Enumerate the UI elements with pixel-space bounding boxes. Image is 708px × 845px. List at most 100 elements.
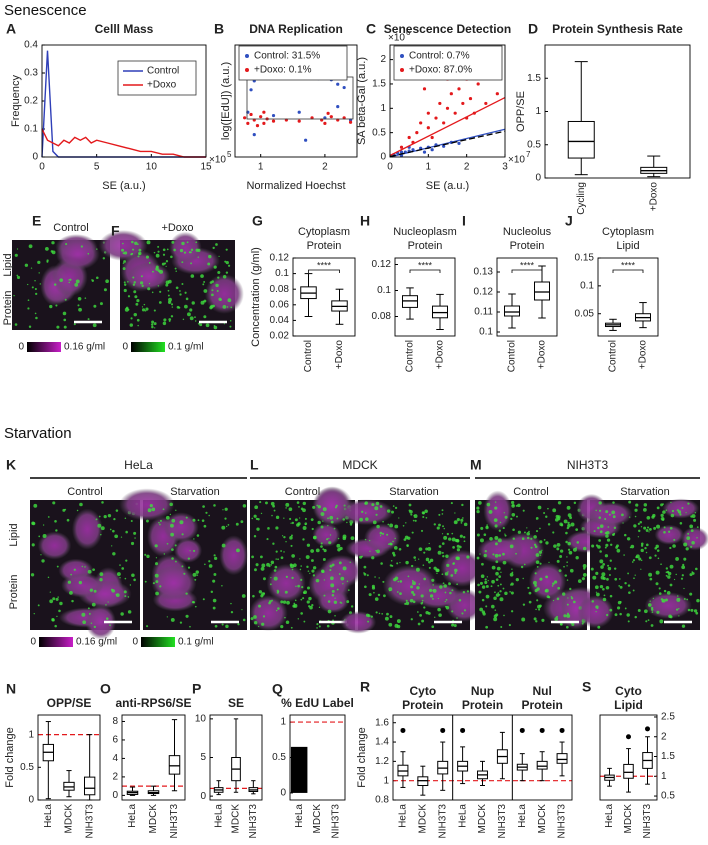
- lipid-droplet: [462, 590, 466, 594]
- lipid-droplet: [686, 598, 689, 601]
- lipid-droplet: [137, 324, 139, 327]
- lipid-droplet: [670, 501, 672, 504]
- lipid-droplet: [446, 563, 450, 568]
- lipid-droplet: [428, 588, 433, 593]
- lipid-droplet: [597, 625, 601, 629]
- lipid-droplet: [175, 270, 177, 272]
- lipid-droplet: [486, 502, 491, 507]
- lipid-droplet: [463, 609, 467, 612]
- lipid-droplet: [663, 530, 666, 534]
- cell: [219, 535, 249, 576]
- lipid-droplet: [425, 516, 428, 519]
- lipid-droplet: [437, 607, 441, 612]
- lipid-droplet: [612, 515, 616, 519]
- lipid-droplet: [618, 578, 621, 580]
- lipid-droplet: [438, 523, 441, 527]
- lipid-droplet: [450, 574, 454, 577]
- cell: [151, 565, 197, 601]
- lipid-droplet: [337, 547, 341, 552]
- lipid-droplet: [307, 570, 310, 572]
- lipid-droplet: [253, 514, 257, 518]
- lipid-droplet: [13, 294, 15, 297]
- scatter-point: [304, 138, 308, 142]
- lipid-droplet: [599, 584, 604, 589]
- lipid-droplet: [93, 625, 97, 629]
- legend-marker: [400, 54, 404, 58]
- lipid-droplet: [494, 609, 497, 611]
- lipid-droplet: [611, 510, 616, 515]
- lipid-droplet: [62, 311, 67, 316]
- lipid-droplet: [189, 316, 194, 321]
- lipid-droplet: [644, 546, 647, 550]
- lipid-droplet: [606, 577, 609, 581]
- y-tick-label: 1: [661, 771, 667, 782]
- lipid-droplet: [404, 535, 409, 540]
- x-multiplier: 7: [526, 150, 531, 159]
- lipid-droplet: [622, 522, 624, 524]
- lipid-droplet: [499, 590, 502, 593]
- lipid-droplet: [334, 614, 336, 617]
- lipid-droplet: [436, 572, 438, 575]
- lipid-droplet: [575, 556, 579, 560]
- lipid-droplet: [322, 520, 324, 522]
- lipid-droplet: [451, 610, 454, 613]
- lipid-droplet: [329, 534, 332, 536]
- lipid-droplet: [157, 250, 160, 253]
- x-tick-label: NIH3T3: [169, 804, 180, 839]
- lipid-droplet: [495, 593, 500, 597]
- lipid-droplet: [485, 585, 489, 588]
- lipid-droplet: [582, 564, 587, 568]
- lipid-droplet: [265, 501, 268, 505]
- legend-label: Control: 0.7%: [409, 51, 470, 62]
- lipid-droplet: [210, 590, 214, 594]
- lipid-droplet: [443, 535, 448, 540]
- scatter-point: [438, 101, 442, 106]
- lipid-droplet: [682, 563, 685, 566]
- lipid-droplet: [302, 538, 305, 541]
- y-tick-label: 0.08: [372, 311, 392, 322]
- lipid-droplet: [617, 600, 622, 605]
- lipid-droplet: [595, 611, 597, 613]
- cell: [382, 564, 438, 607]
- lipid-droplet: [133, 531, 137, 535]
- lipid-droplet: [169, 502, 173, 507]
- axes-frame: [289, 714, 346, 801]
- lipid-droplet: [145, 307, 149, 311]
- lipid-droplet: [456, 544, 460, 548]
- lipid-droplet: [495, 519, 497, 521]
- lipid-droplet: [14, 253, 18, 257]
- lipid-droplet: [258, 604, 262, 608]
- panel-letter: I: [462, 213, 466, 229]
- lipid-droplet: [144, 580, 147, 583]
- x-tick-label: 0: [387, 162, 393, 173]
- lipid-droplet: [389, 542, 392, 546]
- lipid-droplet: [428, 560, 431, 564]
- x-tick-label: HeLa: [127, 804, 138, 828]
- y-tick-label: 0.06: [270, 299, 290, 310]
- lipid-droplet: [535, 546, 537, 549]
- lipid-droplet: [564, 574, 568, 577]
- lipid-droplet: [136, 318, 140, 322]
- group-title: Nup: [471, 684, 494, 698]
- lipid-droplet: [412, 593, 416, 596]
- lipid-droplet: [695, 567, 698, 571]
- lipid-droplet: [696, 536, 698, 539]
- lipid-droplet: [326, 538, 329, 541]
- lipid-droplet: [521, 617, 526, 622]
- lipid-droplet: [183, 572, 186, 575]
- x-tick-label: 3: [502, 162, 508, 173]
- lipid-droplet: [74, 283, 79, 287]
- lipid-droplet: [170, 303, 174, 306]
- lipid-droplet: [441, 551, 444, 554]
- lipid-droplet: [563, 519, 568, 524]
- lipid-droplet: [71, 599, 74, 603]
- lipid-droplet: [186, 241, 189, 244]
- lipid-droplet: [536, 587, 540, 591]
- lipid-droplet: [604, 517, 607, 521]
- scatter-point: [326, 111, 330, 115]
- lipid-droplet: [272, 542, 275, 545]
- lipid-droplet: [563, 565, 565, 568]
- lipid-droplet: [696, 526, 699, 529]
- lipid-droplet: [675, 573, 677, 576]
- lipid-droplet: [528, 530, 530, 533]
